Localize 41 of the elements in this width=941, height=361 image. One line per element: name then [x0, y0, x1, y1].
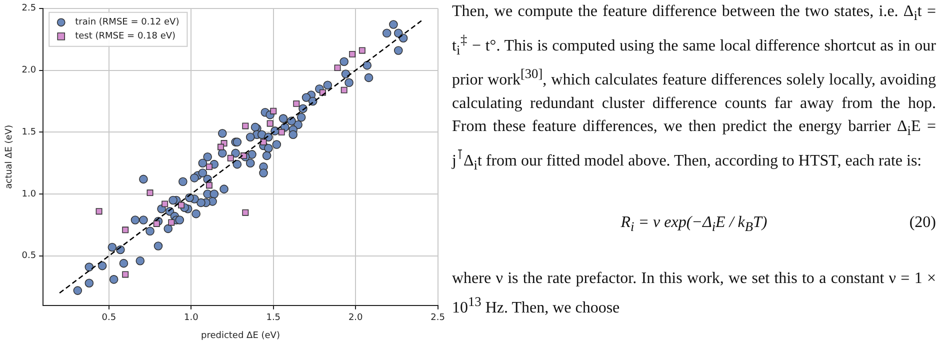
x-tick-label: 0.5: [102, 313, 116, 324]
point: [122, 226, 129, 234]
point: [168, 219, 175, 226]
y-tick-label: 2.5: [22, 4, 36, 14]
y-tick-label: 1.0: [22, 189, 36, 200]
point: [206, 182, 212, 189]
text: (20): [909, 212, 936, 233]
point: [162, 200, 168, 208]
text: R$_{i}$ = ν exp(−Δ$_{i}$E / k$_{B}$T): [620, 214, 768, 234]
legend-label: train (RMSE = 0.12 eV): [75, 18, 180, 28]
point: [96, 208, 102, 215]
point: [278, 128, 285, 136]
point: [153, 220, 160, 227]
point: [122, 271, 129, 278]
x-tick-label: 2.5: [430, 313, 446, 324]
y-tick-label: 1.5: [22, 127, 36, 138]
x-tick-label: 2.0: [348, 313, 364, 324]
point: [358, 47, 366, 54]
point: [178, 202, 184, 208]
point: [242, 122, 249, 130]
point: [349, 50, 356, 58]
y-tick-label: 2.0: [22, 66, 36, 76]
y-tick-label: 0.5: [22, 251, 36, 262]
text: where ν is the rate prefactor. In this work, we set this to a constant ν = 1 × 10$^{13}$ Hz. Then, we choose: [452, 268, 936, 319]
point: [146, 190, 154, 196]
point: [270, 108, 277, 114]
text: Then, we compute the feature difference between the two states, i.e. Δ$_{i}$t = t$_{i}$$^{‡}$ − t°. This is computed using the same local difference shortcut as in our prior work$^{[30]}$, which calculates feature differences solely locally, avoiding calculating redundant cluster difference counts far away from the hop. From these feature differences, we then predict the energy barrier Δ$_{i}$E = j$^{⊺}$Δ$_{i}$t from our fitted model above. Then, according to HTST, each rate is:: [452, 3, 936, 172]
point: [293, 100, 300, 107]
point: [218, 144, 224, 150]
point: [266, 120, 274, 127]
legend-label: test (RMSE = 0.18 eV): [75, 32, 176, 42]
x-tick-label: 1.0: [184, 313, 199, 324]
point: [260, 138, 267, 146]
point: [206, 164, 212, 170]
x-tick-label: 1.5: [266, 313, 281, 324]
x-axis-title: predicted ΔE (eV): [200, 330, 280, 341]
point: [242, 209, 249, 216]
point: [340, 86, 348, 94]
y-axis-title: actual ΔE (eV): [4, 124, 15, 189]
point: [227, 154, 234, 162]
point: [334, 64, 341, 72]
